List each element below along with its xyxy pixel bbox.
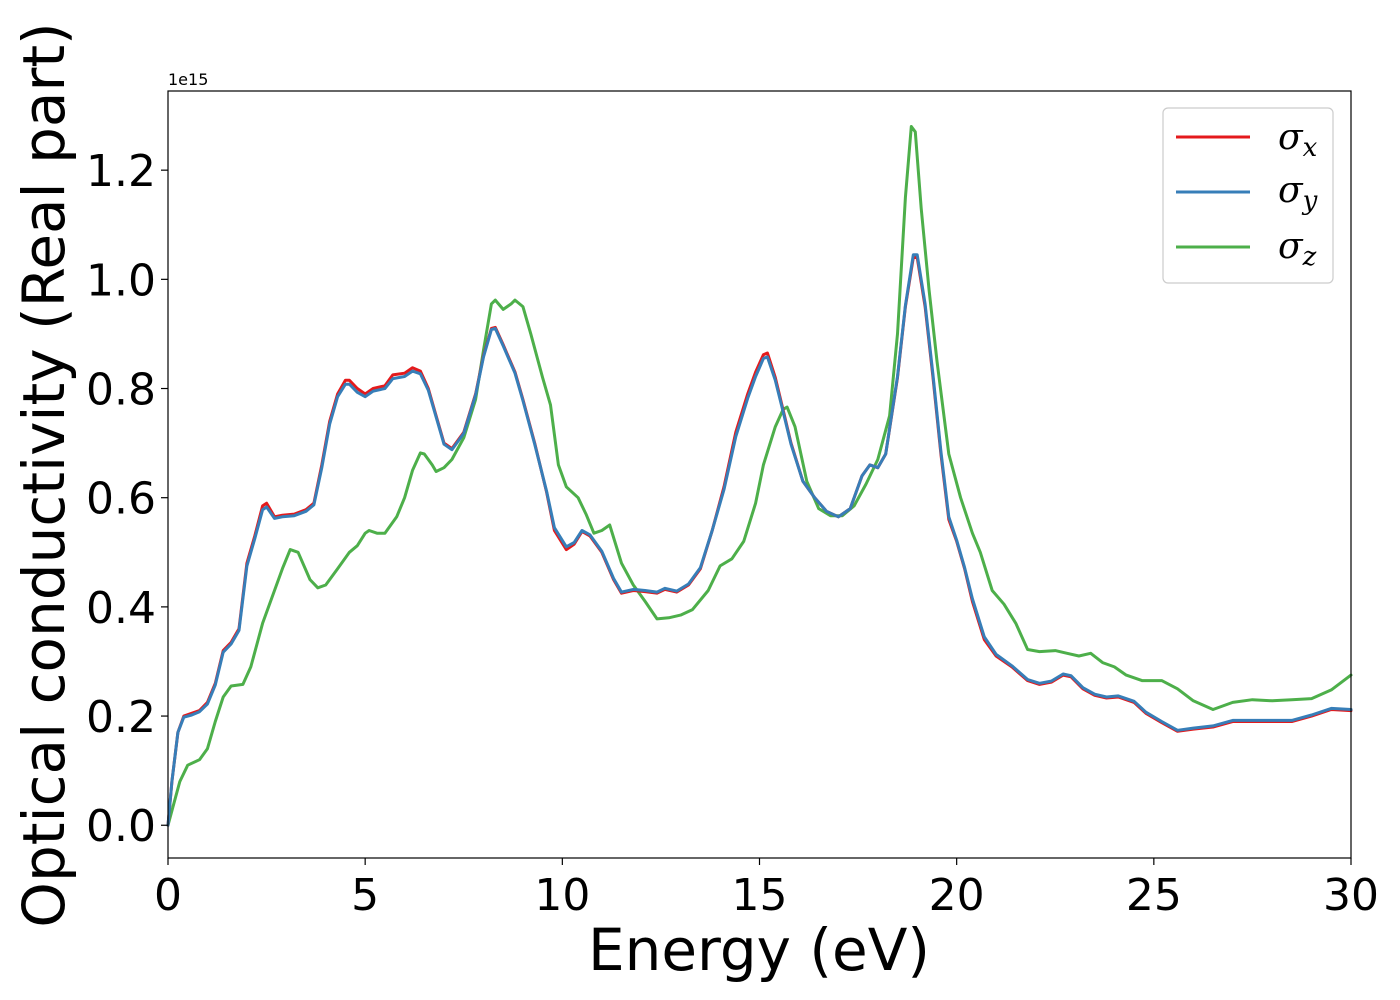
y-ticks: 0.0 0.2 0.4 0.6 0.8 1.0 1.2 bbox=[86, 146, 168, 852]
y-tick-label: 0.0 bbox=[86, 801, 156, 852]
x-tick-label: 0 bbox=[154, 870, 182, 921]
legend-subscript-sigma-y: y bbox=[1302, 186, 1318, 216]
x-ticks: 0 5 10 15 20 25 30 bbox=[154, 858, 1379, 921]
legend-symbol-sigma-x: σ bbox=[1278, 117, 1304, 158]
y-tick-label: 0.2 bbox=[86, 692, 156, 743]
legend-box bbox=[1162, 107, 1334, 284]
legend-label-sigma-x: σx bbox=[1278, 117, 1318, 163]
y-offset-label: 1e15 bbox=[168, 70, 208, 89]
y-axis-label: Optical conductivity (Real part) bbox=[10, 22, 78, 927]
legend-symbol-sigma-y: σ bbox=[1278, 170, 1304, 211]
legend-symbol-sigma-z: σ bbox=[1278, 226, 1304, 267]
y-tick-label: 0.6 bbox=[86, 474, 156, 525]
y-tick-label: 0.8 bbox=[86, 365, 156, 416]
x-tick-label: 15 bbox=[732, 870, 788, 921]
x-tick-label: 25 bbox=[1126, 870, 1182, 921]
legend-subscript-sigma-x: x bbox=[1303, 133, 1318, 163]
x-tick-label: 5 bbox=[351, 870, 379, 921]
x-axis-label: Energy (eV) bbox=[588, 916, 930, 984]
y-tick-label: 1.0 bbox=[86, 255, 156, 306]
x-tick-label: 20 bbox=[929, 870, 985, 921]
y-tick-label: 0.4 bbox=[86, 583, 156, 634]
legend-label-sigma-y: σy bbox=[1278, 170, 1318, 216]
series-layer bbox=[166, 125, 1353, 827]
legend-subscript-sigma-z: z bbox=[1302, 242, 1317, 272]
legend-label-sigma-z: σz bbox=[1278, 226, 1317, 272]
x-tick-label: 10 bbox=[534, 870, 590, 921]
series-line-sigma-z bbox=[166, 125, 1353, 827]
series-line-sigma-y bbox=[166, 253, 1353, 827]
y-tick-label: 1.2 bbox=[86, 146, 156, 197]
legend: σx σy σz bbox=[1162, 107, 1334, 284]
x-tick-label: 30 bbox=[1323, 870, 1379, 921]
